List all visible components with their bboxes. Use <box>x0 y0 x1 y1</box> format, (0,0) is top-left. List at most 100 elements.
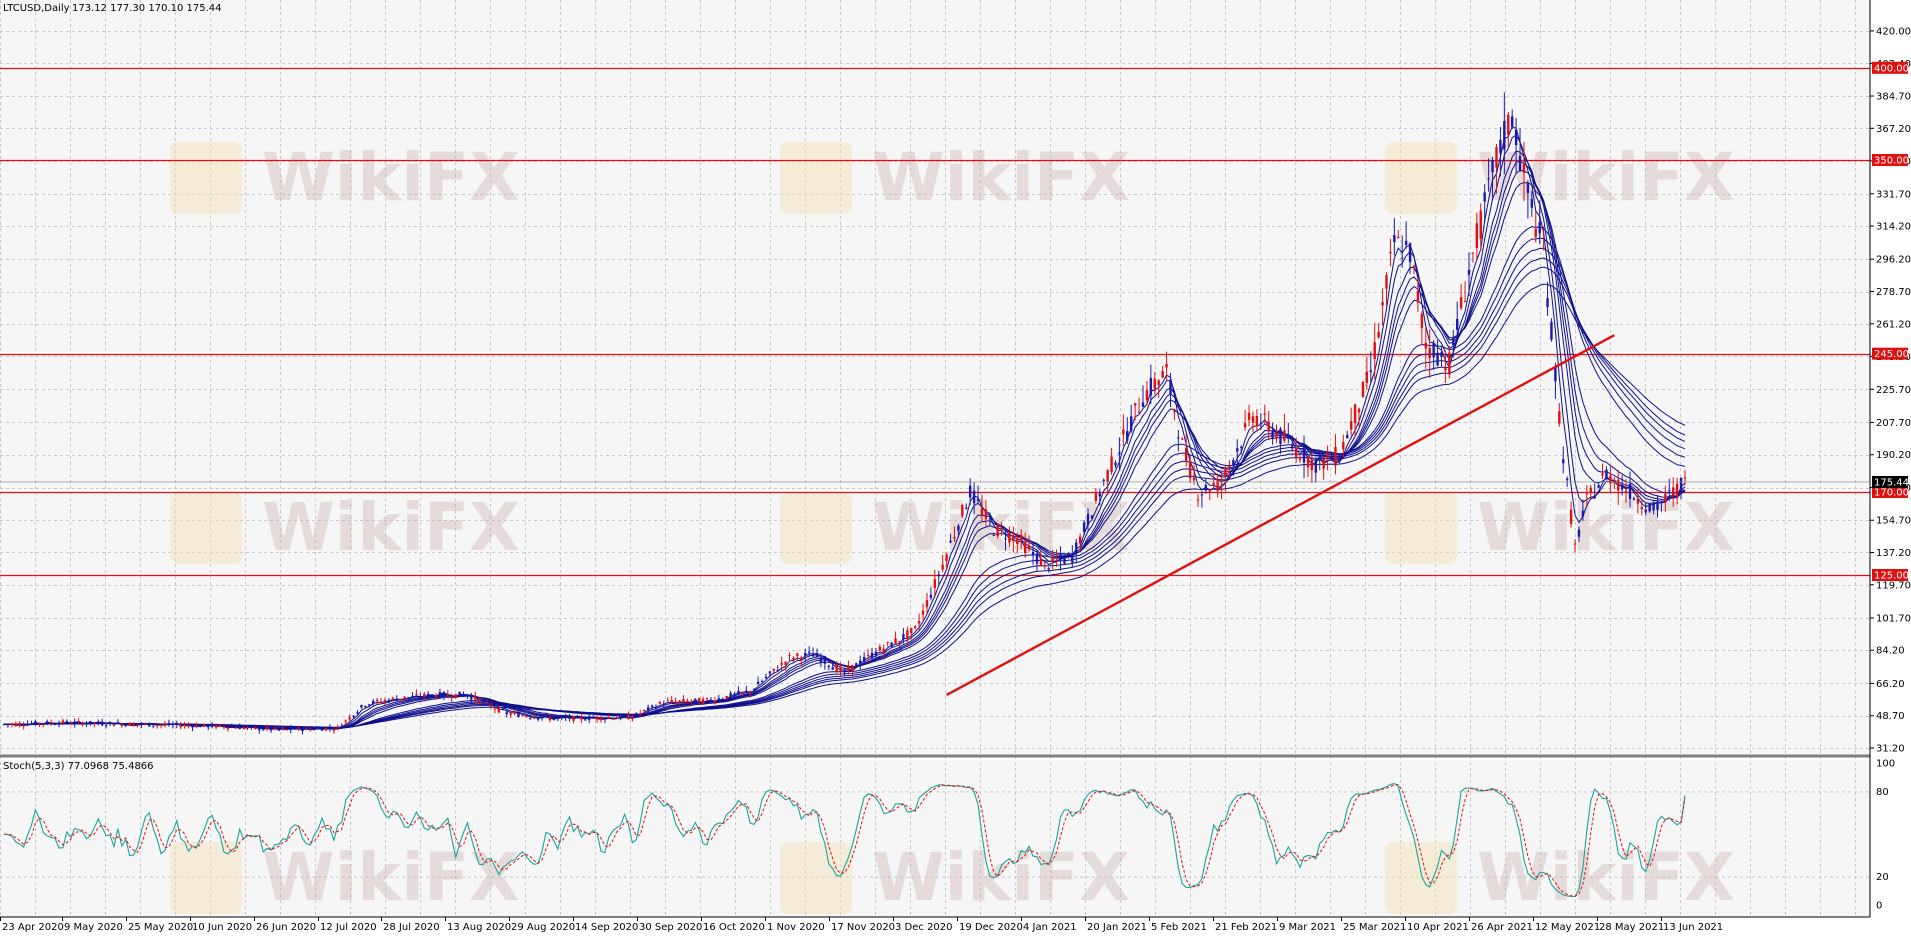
time-tick-label: 19 Dec 2020 <box>959 922 1023 933</box>
candle-body <box>780 662 783 665</box>
level-price-label: 245.00 <box>1874 349 1909 360</box>
candle-body <box>556 718 559 720</box>
candle-body <box>93 722 96 724</box>
price-tick-label: 207.70 <box>1876 418 1911 429</box>
candle-body <box>1075 542 1078 555</box>
candle-body <box>1181 438 1184 440</box>
candle-body <box>1071 555 1074 563</box>
candle-body <box>913 626 917 628</box>
candle-body <box>1644 509 1647 513</box>
candle-body <box>485 701 489 703</box>
candle-body <box>1479 210 1482 239</box>
candle-body <box>1668 490 1671 492</box>
candle-body <box>18 723 21 726</box>
price-tick-label: 278.70 <box>1876 287 1911 298</box>
candle-body <box>1122 429 1125 435</box>
candle-body <box>804 652 807 656</box>
candle-body <box>788 654 791 656</box>
candle-body <box>128 722 131 726</box>
candle-body <box>654 706 658 709</box>
candle-body <box>666 700 669 702</box>
candle-body <box>2 724 6 726</box>
price-axis[interactable]: 420.00402.40384.70367.20349.50331.70314.… <box>1870 26 1911 755</box>
candle-body <box>100 722 104 726</box>
candle-body <box>662 703 666 705</box>
candle-body <box>631 717 634 719</box>
candle-body <box>965 507 968 509</box>
candle-body <box>199 725 202 728</box>
current-price-tag <box>1872 475 1908 488</box>
candle-body <box>980 507 984 516</box>
stoch-signal-line <box>3 784 1686 897</box>
candle-body <box>1267 421 1270 432</box>
candle-body <box>1098 493 1101 497</box>
candle-body <box>1565 478 1569 481</box>
candle-body <box>1110 456 1113 472</box>
candle-body <box>1361 381 1365 397</box>
candle-body <box>1554 367 1557 382</box>
watermark-logo <box>780 492 852 564</box>
candle-body <box>862 656 866 662</box>
candle-body <box>442 692 446 697</box>
candle-body <box>1448 352 1451 375</box>
candle-body <box>474 695 477 700</box>
candle-body <box>489 704 493 708</box>
candle-body <box>646 707 650 711</box>
candle-body <box>874 651 878 656</box>
candle-body <box>250 726 253 728</box>
candle-body <box>544 715 548 717</box>
candle-body <box>324 727 328 731</box>
candle-body <box>1137 411 1141 413</box>
candle-body <box>1169 379 1172 394</box>
candle-body <box>921 610 925 615</box>
time-tick-label: 26 Apr 2021 <box>1471 922 1533 933</box>
candle-body <box>953 536 956 539</box>
time-tick-label: 17 Nov 2020 <box>831 922 895 933</box>
candle-body <box>65 721 69 723</box>
candle-body <box>478 699 481 704</box>
candle-body <box>540 717 544 719</box>
candle-body <box>356 712 359 714</box>
support-trendline[interactable] <box>946 334 1615 696</box>
candle-body <box>831 667 834 670</box>
candle-body <box>1031 551 1035 555</box>
candle-body <box>694 698 697 700</box>
candle-body <box>320 728 324 731</box>
candle-body <box>1518 155 1522 172</box>
candle-body <box>623 715 626 717</box>
candle-body <box>6 724 10 726</box>
candle-body <box>1471 252 1475 254</box>
time-tick-label: 29 Aug 2020 <box>511 922 575 933</box>
candle-body <box>627 714 630 720</box>
candle-body <box>1184 447 1188 461</box>
price-tick-label: 119.70 <box>1876 580 1911 591</box>
candle-body <box>1397 236 1400 239</box>
candle-body <box>1353 404 1357 424</box>
candle-body <box>1601 473 1604 476</box>
candle-body <box>505 712 508 715</box>
candle-body <box>1624 490 1628 493</box>
candle-body <box>792 657 795 660</box>
candle-body <box>737 690 740 695</box>
candle-body <box>426 693 430 698</box>
candle-body <box>132 723 135 727</box>
candle-body <box>1157 380 1160 386</box>
candle-body <box>1016 538 1019 545</box>
candle-body <box>878 646 882 651</box>
candle-body <box>1342 441 1345 450</box>
current-price-label: 175.44 <box>1874 477 1909 488</box>
candle-body <box>501 708 505 710</box>
candle-body <box>411 695 414 698</box>
candle-body <box>1318 454 1321 461</box>
price-tick-label: 48.70 <box>1876 711 1905 722</box>
level-price-tag <box>1872 568 1908 581</box>
candle-body <box>756 681 760 685</box>
candle-body <box>882 648 885 653</box>
candle-body <box>387 699 391 703</box>
candle-body <box>1334 446 1337 466</box>
price-tick-label: 84.20 <box>1876 646 1905 657</box>
candle-body <box>533 717 536 719</box>
grid-lines <box>0 0 1870 917</box>
